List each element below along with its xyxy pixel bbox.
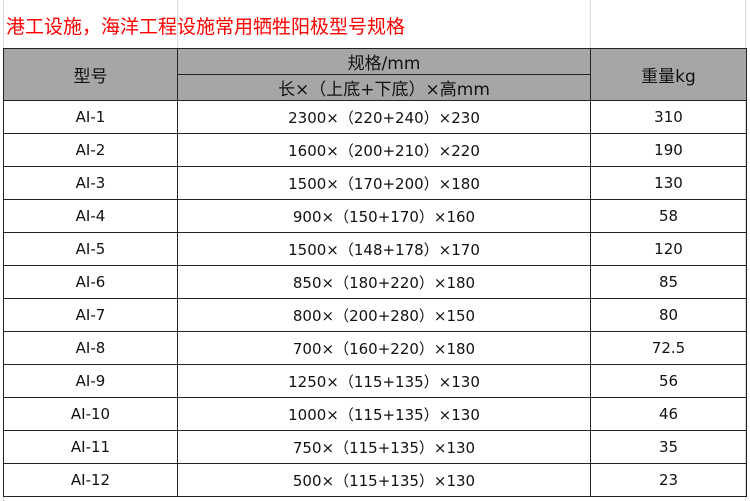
cell-weight: 35: [590, 430, 747, 464]
sheet-title: 港工设施，海洋工程设施常用牺牲阳极型号规格: [6, 16, 406, 38]
gridline: [177, 0, 178, 48]
header-model: 型号: [3, 48, 178, 101]
cell-model: AI-12: [3, 463, 178, 497]
cell-weight: 310: [590, 100, 747, 134]
cell-model: AI-11: [3, 430, 178, 464]
cell-weight: 130: [590, 166, 747, 200]
cell-spec: 2300×（220+240）×230: [177, 100, 591, 134]
cell-weight: 46: [590, 397, 747, 431]
table-row: AI-5 1500×（148+178）×170 120: [3, 232, 747, 266]
cell-weight: 80: [590, 298, 747, 332]
table-row: AI-9 1250×（115+135）×130 56: [3, 364, 747, 398]
cell-weight: 85: [590, 265, 747, 299]
header-spec-sub: 长×（上底+下底）×高mm: [177, 74, 591, 101]
table-row: AI-7 800×（200+280）×150 80: [3, 298, 747, 332]
cell-model: AI-5: [3, 232, 178, 266]
cell-spec: 850×（180+220）×180: [177, 265, 591, 299]
cell-spec: 500×（115+135）×130: [177, 463, 591, 497]
cell-spec: 1600×（200+210）×220: [177, 133, 591, 167]
gridline: [590, 0, 591, 48]
table-row: AI-8 700×（160+220）×180 72.5: [3, 331, 747, 365]
table-row: AI-3 1500×（170+200）×180 130: [3, 166, 747, 200]
table-row: AI-11 750×（115+135）×130 35: [3, 430, 747, 464]
cell-spec: 1500×（170+200）×180: [177, 166, 591, 200]
cell-model: AI-4: [3, 199, 178, 233]
table-row: AI-1 2300×（220+240）×230 310: [3, 100, 747, 134]
cell-spec: 750×（115+135）×130: [177, 430, 591, 464]
table-row: AI-4 900×（150+170）×160 58: [3, 199, 747, 233]
cell-model: AI-8: [3, 331, 178, 365]
header-weight: 重量kg: [590, 48, 747, 101]
cell-spec: 900×（150+170）×160: [177, 199, 591, 233]
cell-spec: 1500×（148+178）×170: [177, 232, 591, 266]
cell-weight: 23: [590, 463, 747, 497]
table-row: AI-6 850×（180+220）×180 85: [3, 265, 747, 299]
cell-weight: 72.5: [590, 331, 747, 365]
header-row: 型号 规格/mm 重量kg: [3, 48, 747, 101]
cell-weight: 190: [590, 133, 747, 167]
cell-spec: 1000×（115+135）×130: [177, 397, 591, 431]
table-row: AI-12 500×（115+135）×130 23: [3, 463, 747, 497]
header-spec: 规格/mm: [177, 48, 591, 75]
cell-model: AI-3: [3, 166, 178, 200]
cell-model: AI-7: [3, 298, 178, 332]
cell-spec: 1250×（115+135）×130: [177, 364, 591, 398]
cell-model: AI-2: [3, 133, 178, 167]
cell-model: AI-6: [3, 265, 178, 299]
cell-model: AI-1: [3, 100, 178, 134]
cell-weight: 56: [590, 364, 747, 398]
anode-spec-table: 型号 规格/mm 重量kg 长×（上底+下底）×高mm AI-1 2300×（22…: [3, 48, 747, 497]
cell-weight: 120: [590, 232, 747, 266]
table-row: AI-10 1000×（115+135）×130 46: [3, 397, 747, 431]
cell-model: AI-10: [3, 397, 178, 431]
cell-model: AI-9: [3, 364, 178, 398]
table-row: AI-2 1600×（200+210）×220 190: [3, 133, 747, 167]
header-subrow: 长×（上底+下底）×高mm: [4, 74, 747, 101]
cell-weight: 58: [590, 199, 747, 233]
cell-spec: 800×（200+280）×150: [177, 298, 591, 332]
cell-spec: 700×（160+220）×180: [177, 331, 591, 365]
